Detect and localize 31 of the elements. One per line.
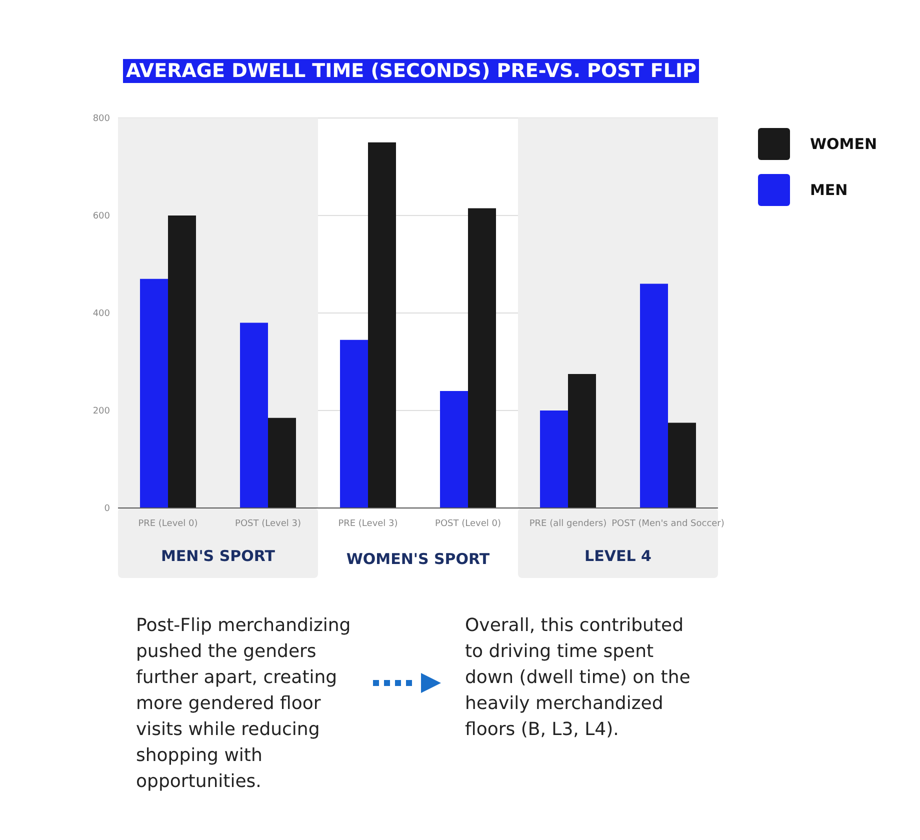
y-tick-label: 0 [104,504,110,514]
bar [640,284,668,508]
y-tick-label: 400 [92,309,110,320]
x-tick-label: POST (Men's and Soccer) [612,519,724,529]
bar [568,374,596,508]
bar [468,208,496,508]
text: Overall, this contributed to driving time spent down (dwell time) on the heavily merchandized floors (B, L3, L4). [465,614,692,742]
bar [368,142,396,508]
bar [168,216,196,508]
bar [140,278,168,508]
bar [240,322,268,508]
y-tick-label: 200 [92,406,110,417]
bar [268,418,296,508]
y-tick-label: 600 [92,212,110,222]
x-tick-label: POST (Level 0) [435,519,501,529]
x-tick-label: PRE (all genders) [529,519,607,529]
bar [440,391,468,508]
x-tick-label: PRE (Level 0) [138,519,198,529]
text: WOMEN'S SPORT [345,550,491,568]
text: Post-Flip merchandizing pushed the genders further apart, creating more gendered floor visits while reducing shopping with opportunities. [136,614,352,794]
chart-title: AVERAGE DWELL TIME (SECONDS) PRE-VS. POST FLIP [123,59,700,83]
bar [668,422,696,508]
y-tick-label: 800 [92,114,110,124]
band-label: LEVEL 4 [584,547,652,565]
legend-label: WOMEN [810,135,878,153]
bar [340,340,368,508]
x-tick-label: PRE (Level 3) [338,519,398,529]
legend-label: MEN [810,181,848,199]
bar [540,410,568,508]
band-label: MEN'S SPORT [160,547,276,565]
x-tick-label: POST (Level 3) [235,519,301,529]
